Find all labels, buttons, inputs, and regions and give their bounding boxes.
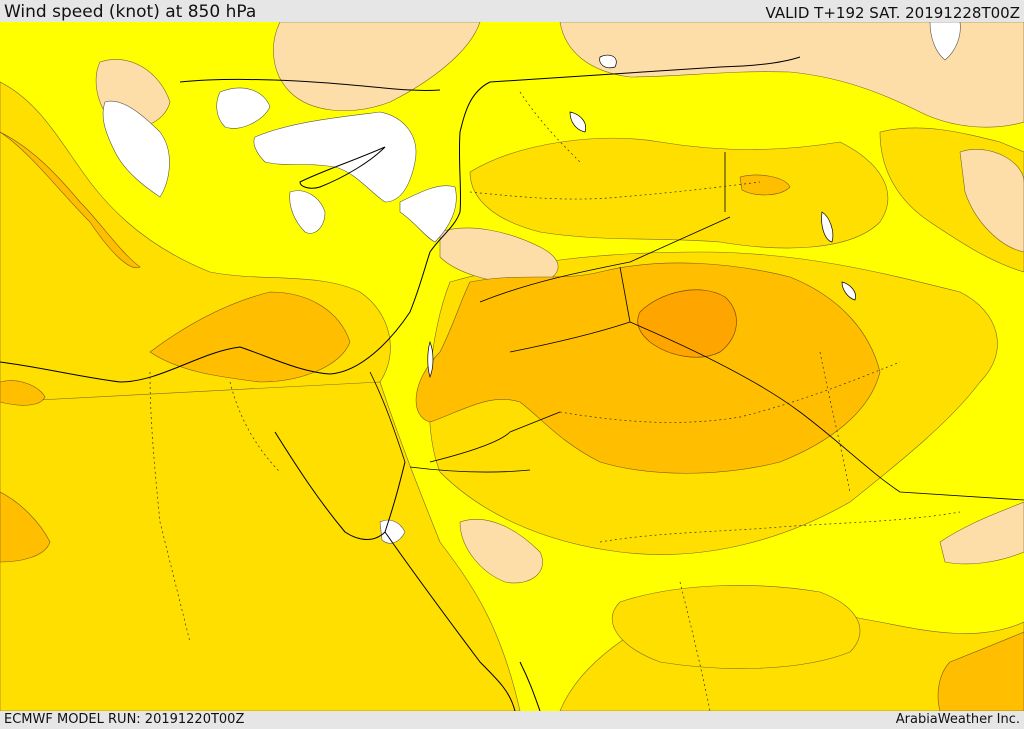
country-borders xyxy=(369,152,1024,501)
model-run-label: ECMWF MODEL RUN: 20191220T00Z xyxy=(4,712,245,727)
amber-wind-zones xyxy=(0,131,1024,711)
footer-bar: ECMWF MODEL RUN: 20191220T00Z ArabiaWeat… xyxy=(0,711,1024,729)
internal-boundaries xyxy=(149,91,961,711)
calm-wind-zones xyxy=(102,22,961,544)
orange-wind-core xyxy=(637,289,737,358)
valid-time: VALID T+192 SAT. 20191228T00Z xyxy=(765,4,1020,22)
map-title: Wind speed (knot) at 850 hPa xyxy=(4,2,257,22)
lakes-and-islands xyxy=(427,54,856,379)
header-bar: Wind speed (knot) at 850 hPa VALID T+192… xyxy=(0,0,1024,22)
credit-label: ArabiaWeather Inc. xyxy=(895,712,1020,727)
wind-speed-map xyxy=(0,22,1024,711)
coastlines xyxy=(0,56,801,711)
tan-wind-zones xyxy=(95,22,1024,584)
